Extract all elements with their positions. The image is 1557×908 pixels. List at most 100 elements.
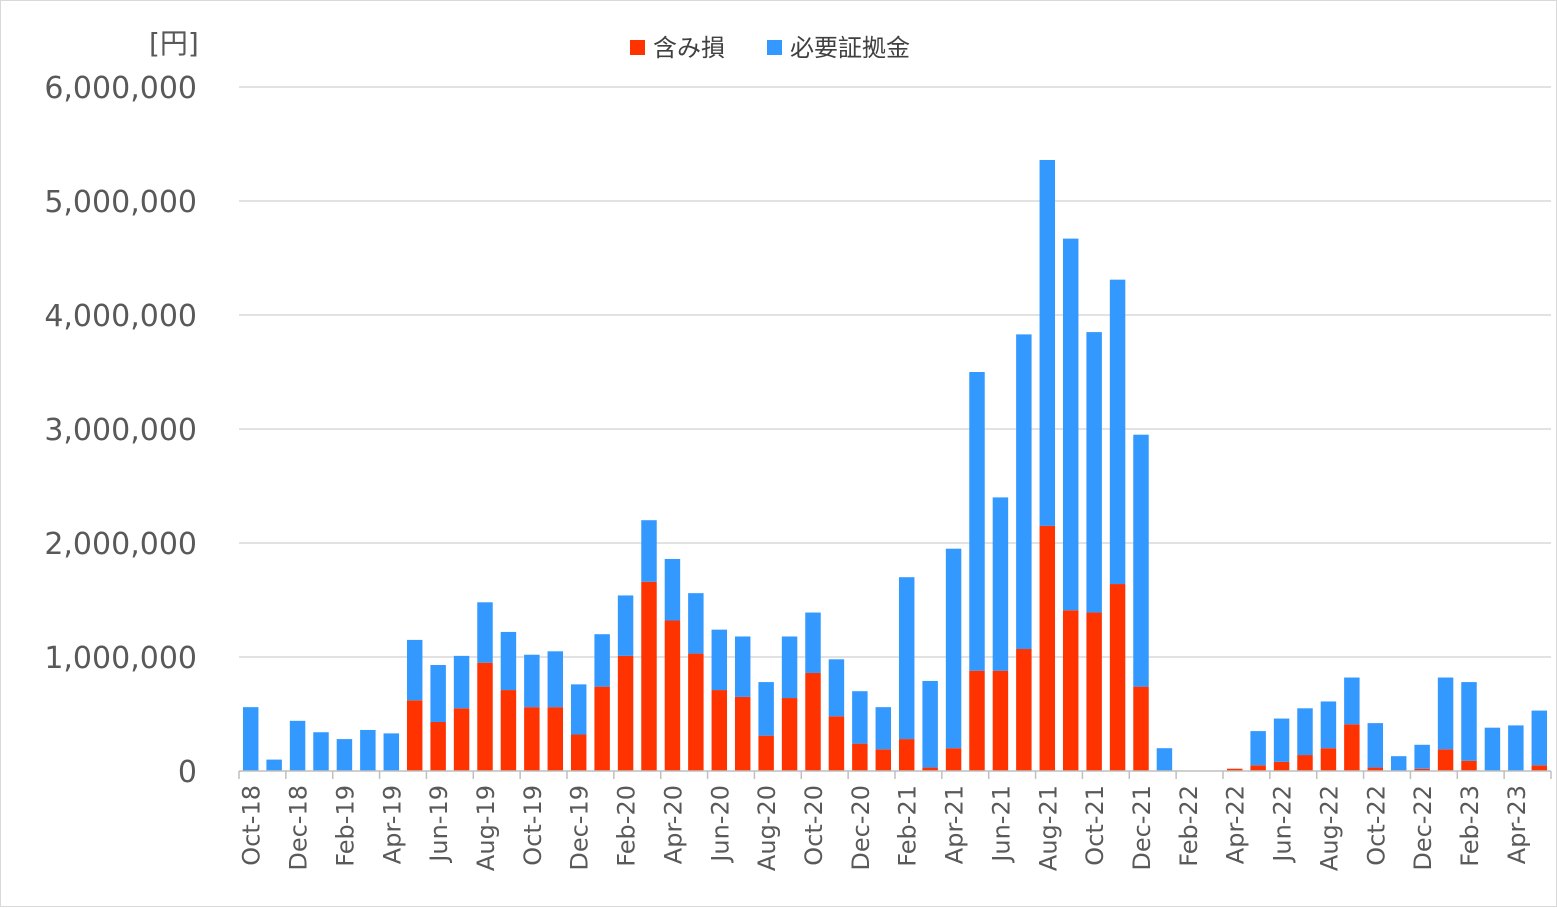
- bar-loss-25: [828, 716, 845, 771]
- bar-margin-43: [1250, 731, 1266, 766]
- bar-margin-16: [617, 595, 634, 656]
- gridlines: [239, 86, 1551, 658]
- bar-loss-34: [1039, 525, 1056, 771]
- x-tick-label-4: Jun-19: [425, 785, 453, 864]
- bar-loss-13: [547, 707, 564, 771]
- y-tick-label-1: 1,000,000: [44, 641, 197, 676]
- x-tick-label-20: Feb-22: [1175, 785, 1203, 867]
- bar-margin-13: [547, 651, 564, 708]
- legend-swatch-margin: [767, 40, 782, 55]
- bar-margin-17: [641, 520, 657, 582]
- x-tick-label-14: Feb-21: [894, 785, 922, 867]
- y-unit-label: [円]: [149, 27, 199, 60]
- bar-margin-15: [594, 634, 610, 687]
- bar-margin-33: [1016, 334, 1032, 650]
- y-tick-label-6: 6,000,000: [44, 71, 197, 106]
- legend: 含み損 必要証拠金: [630, 34, 910, 62]
- bar-loss-43: [1250, 765, 1266, 771]
- bar-loss-26: [852, 743, 868, 771]
- bar-margin-44: [1273, 718, 1290, 762]
- axes: [238, 770, 1552, 779]
- bar-margin-11: [500, 631, 517, 691]
- bar-loss-50: [1414, 768, 1430, 771]
- bar-loss-48: [1367, 767, 1384, 771]
- y-tick-label-0: 0: [178, 755, 197, 790]
- x-tick-label-16: Jun-21: [987, 785, 1015, 864]
- x-tick-label-0: Oct-18: [238, 785, 266, 866]
- bar-loss-55: [1531, 765, 1548, 771]
- bar-loss-52: [1461, 760, 1477, 771]
- bar-margin-0: [242, 707, 259, 771]
- x-tick-label-23: Aug-22: [1315, 785, 1343, 871]
- legend-label-loss: 含み損: [653, 34, 725, 62]
- x-tick-labels: Oct-18 Dec-18 Feb-19 Apr-19 Jun-19 Aug-19 Oct-…: [238, 785, 1531, 871]
- x-tick-label-13: Dec-20: [847, 785, 875, 871]
- bar-margin-50: [1414, 744, 1430, 769]
- x-tick-label-7: Dec-19: [566, 785, 594, 871]
- bar-loss-20: [711, 690, 728, 771]
- bar-loss-14: [570, 734, 587, 771]
- bar-margin-3: [313, 732, 329, 771]
- bar-margin-36: [1086, 332, 1102, 613]
- bar-loss-7: [406, 700, 423, 771]
- y-tick-label-2: 2,000,000: [44, 527, 197, 562]
- y-tick-labels: 0 1,000,000 2,000,000 3,000,000 4,000,000 5,0…: [44, 71, 197, 790]
- y-tick-label-5: 5,000,000: [44, 185, 197, 220]
- bar-margin-27: [875, 707, 892, 750]
- bar-loss-16: [617, 655, 634, 771]
- bar-loss-37: [1109, 584, 1126, 771]
- y-tick-label-4: 4,000,000: [44, 299, 197, 334]
- x-tick-label-3: Apr-19: [378, 785, 406, 864]
- bar-loss-51: [1437, 749, 1454, 771]
- bar-margin-18: [664, 558, 681, 621]
- bar-loss-36: [1086, 612, 1102, 771]
- x-tick-label-10: Jun-20: [706, 785, 734, 864]
- bar-margin-48: [1367, 723, 1384, 768]
- bar-margin-25: [828, 659, 845, 717]
- x-tick-label-25: Dec-22: [1409, 785, 1437, 871]
- bar-loss-15: [594, 686, 610, 771]
- bar-margin-47: [1344, 677, 1360, 725]
- x-tick-label-8: Feb-20: [613, 785, 641, 867]
- bar-margin-49: [1390, 756, 1407, 771]
- bar-margin-55: [1531, 710, 1548, 766]
- x-tick-label-15: Apr-21: [941, 785, 969, 864]
- x-tick-label-19: Dec-21: [1128, 785, 1156, 871]
- bar-margin-35: [1062, 238, 1079, 611]
- bar-loss-30: [945, 748, 962, 771]
- bar-loss-45: [1297, 755, 1313, 771]
- bar-margin-22: [758, 682, 774, 736]
- bar-loss-10: [477, 662, 493, 771]
- bar-margin-20: [711, 629, 728, 691]
- x-tick-label-11: Aug-20: [753, 785, 781, 871]
- legend-label-margin: 必要証拠金: [790, 34, 910, 62]
- x-tick-label-17: Aug-21: [1034, 785, 1062, 871]
- bar-loss-11: [500, 690, 517, 771]
- bar-loss-22: [758, 735, 774, 771]
- bar-loss-27: [875, 749, 892, 771]
- x-tick-label-26: Feb-23: [1456, 785, 1484, 867]
- bar-margin-9: [453, 655, 470, 709]
- bar-loss-38: [1133, 686, 1149, 771]
- bar-loss-33: [1016, 649, 1032, 771]
- bar-margin-26: [852, 691, 868, 744]
- bar-margin-5: [360, 729, 376, 771]
- x-tick-label-27: Apr-23: [1503, 785, 1531, 864]
- bar-margin-46: [1320, 701, 1337, 749]
- bar-margin-37: [1109, 279, 1126, 585]
- x-tick-label-1: Dec-18: [285, 785, 313, 871]
- x-tick-label-24: Oct-22: [1362, 785, 1390, 866]
- bar-margin-51: [1437, 677, 1454, 750]
- bars: [242, 159, 1548, 771]
- x-tick-label-5: Aug-19: [472, 785, 500, 871]
- bar-loss-17: [641, 581, 657, 771]
- bar-loss-21: [734, 696, 751, 771]
- bar-margin-32: [992, 497, 1009, 671]
- x-tick-label-12: Oct-20: [800, 785, 828, 866]
- bar-loss-12: [524, 707, 540, 771]
- bar-margin-6: [383, 733, 400, 771]
- bar-loss-32: [992, 670, 1009, 771]
- bar-loss-31: [969, 670, 985, 771]
